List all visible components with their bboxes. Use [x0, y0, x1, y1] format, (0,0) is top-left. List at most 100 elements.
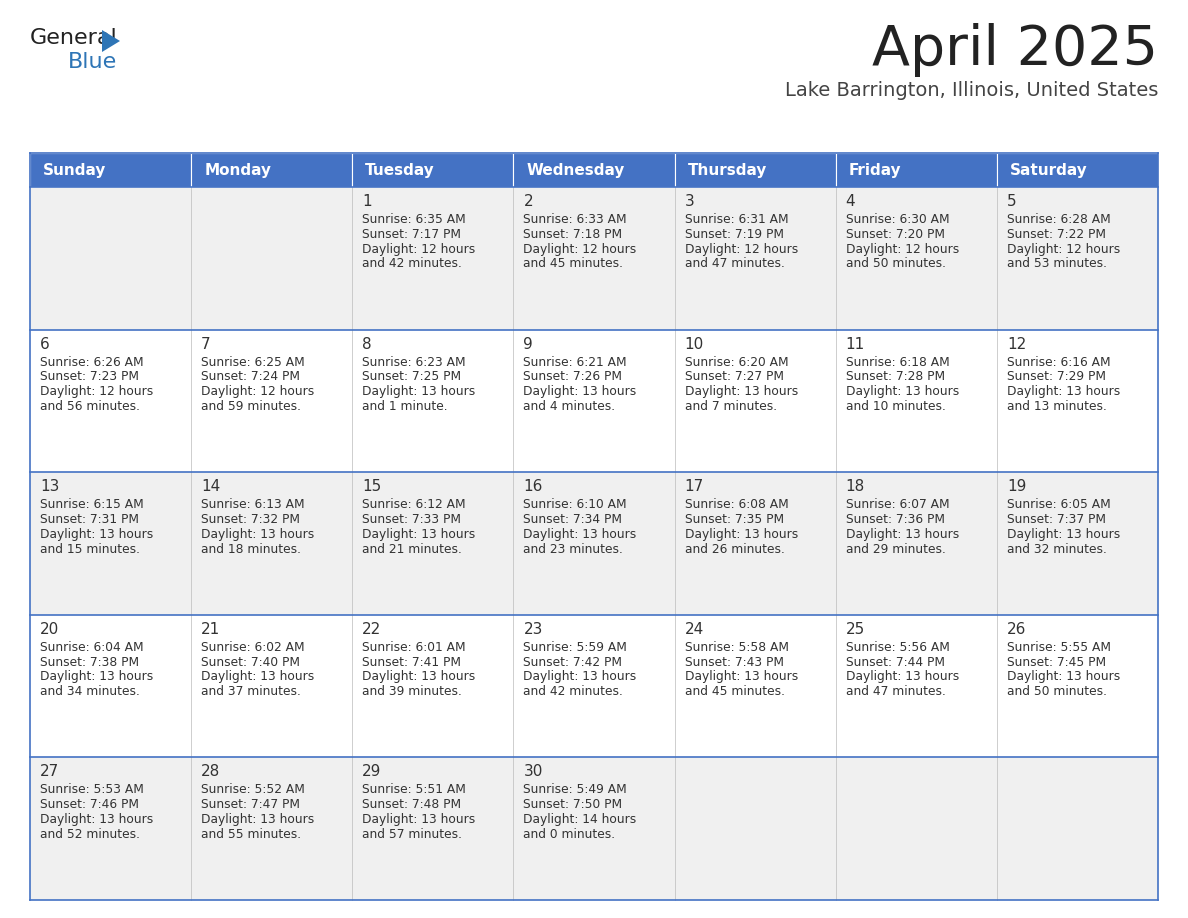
Text: and 55 minutes.: and 55 minutes.	[201, 828, 302, 841]
Text: Sunrise: 6:12 AM: Sunrise: 6:12 AM	[362, 498, 466, 511]
Text: Sunset: 7:37 PM: Sunset: 7:37 PM	[1007, 513, 1106, 526]
Text: Sunset: 7:36 PM: Sunset: 7:36 PM	[846, 513, 944, 526]
Text: Sunrise: 5:52 AM: Sunrise: 5:52 AM	[201, 783, 305, 797]
Text: and 4 minutes.: and 4 minutes.	[524, 400, 615, 413]
Text: and 18 minutes.: and 18 minutes.	[201, 543, 301, 555]
Text: Daylight: 13 hours: Daylight: 13 hours	[524, 386, 637, 398]
Text: 17: 17	[684, 479, 703, 494]
Text: Daylight: 12 hours: Daylight: 12 hours	[684, 242, 798, 255]
Text: and 50 minutes.: and 50 minutes.	[1007, 685, 1107, 699]
Text: and 29 minutes.: and 29 minutes.	[846, 543, 946, 555]
Text: Sunset: 7:45 PM: Sunset: 7:45 PM	[1007, 655, 1106, 668]
Text: Sunset: 7:35 PM: Sunset: 7:35 PM	[684, 513, 784, 526]
Text: 2: 2	[524, 194, 533, 209]
Text: Sunrise: 5:58 AM: Sunrise: 5:58 AM	[684, 641, 789, 654]
Text: 4: 4	[846, 194, 855, 209]
Bar	[30, 472, 191, 615]
Bar	[30, 757, 191, 900]
Text: Blue: Blue	[68, 52, 118, 72]
Text: and 1 minute.: and 1 minute.	[362, 400, 448, 413]
Text: Sunset: 7:24 PM: Sunset: 7:24 PM	[201, 370, 301, 384]
Bar	[191, 153, 353, 187]
Text: Sunrise: 5:49 AM: Sunrise: 5:49 AM	[524, 783, 627, 797]
Bar	[191, 472, 353, 615]
Text: 14: 14	[201, 479, 221, 494]
Bar	[30, 330, 191, 472]
Text: Daylight: 13 hours: Daylight: 13 hours	[362, 670, 475, 683]
Text: Daylight: 14 hours: Daylight: 14 hours	[524, 813, 637, 826]
Text: 30: 30	[524, 765, 543, 779]
Text: Sunrise: 5:51 AM: Sunrise: 5:51 AM	[362, 783, 466, 797]
Text: Sunrise: 6:05 AM: Sunrise: 6:05 AM	[1007, 498, 1111, 511]
Bar	[675, 153, 835, 187]
Text: Sunset: 7:27 PM: Sunset: 7:27 PM	[684, 370, 784, 384]
Text: and 10 minutes.: and 10 minutes.	[846, 400, 946, 413]
Text: Sunrise: 5:59 AM: Sunrise: 5:59 AM	[524, 641, 627, 654]
Text: Daylight: 13 hours: Daylight: 13 hours	[524, 528, 637, 541]
Text: Sunrise: 6:18 AM: Sunrise: 6:18 AM	[846, 355, 949, 369]
Text: Monday: Monday	[204, 162, 271, 177]
Text: Sunset: 7:22 PM: Sunset: 7:22 PM	[1007, 228, 1106, 241]
Bar	[835, 757, 997, 900]
Text: Sunset: 7:42 PM: Sunset: 7:42 PM	[524, 655, 623, 668]
Text: Daylight: 12 hours: Daylight: 12 hours	[40, 386, 153, 398]
Text: Daylight: 13 hours: Daylight: 13 hours	[1007, 386, 1120, 398]
Text: and 45 minutes.: and 45 minutes.	[524, 257, 624, 271]
Text: 8: 8	[362, 337, 372, 352]
Text: Sunset: 7:44 PM: Sunset: 7:44 PM	[846, 655, 944, 668]
Text: Saturday: Saturday	[1010, 162, 1087, 177]
Text: Sunset: 7:43 PM: Sunset: 7:43 PM	[684, 655, 784, 668]
Text: Sunrise: 6:31 AM: Sunrise: 6:31 AM	[684, 213, 788, 226]
Bar	[353, 187, 513, 330]
Text: Daylight: 13 hours: Daylight: 13 hours	[846, 670, 959, 683]
Bar	[513, 153, 675, 187]
Text: and 39 minutes.: and 39 minutes.	[362, 685, 462, 699]
Text: Daylight: 13 hours: Daylight: 13 hours	[1007, 670, 1120, 683]
Bar	[835, 615, 997, 757]
Bar	[513, 187, 675, 330]
Text: Daylight: 13 hours: Daylight: 13 hours	[201, 813, 315, 826]
Bar	[30, 615, 191, 757]
Text: and 26 minutes.: and 26 minutes.	[684, 543, 784, 555]
Bar	[835, 330, 997, 472]
Bar	[675, 615, 835, 757]
Text: Sunrise: 6:21 AM: Sunrise: 6:21 AM	[524, 355, 627, 369]
Text: Sunrise: 6:13 AM: Sunrise: 6:13 AM	[201, 498, 305, 511]
Text: 29: 29	[362, 765, 381, 779]
Bar	[997, 757, 1158, 900]
Text: Daylight: 12 hours: Daylight: 12 hours	[846, 242, 959, 255]
Text: and 52 minutes.: and 52 minutes.	[40, 828, 140, 841]
Text: and 23 minutes.: and 23 minutes.	[524, 543, 624, 555]
Text: Daylight: 13 hours: Daylight: 13 hours	[362, 813, 475, 826]
Text: 10: 10	[684, 337, 703, 352]
Bar	[513, 330, 675, 472]
Bar	[835, 472, 997, 615]
Bar	[675, 757, 835, 900]
Bar	[835, 153, 997, 187]
Bar	[191, 187, 353, 330]
Text: and 42 minutes.: and 42 minutes.	[524, 685, 624, 699]
Text: Daylight: 13 hours: Daylight: 13 hours	[40, 528, 153, 541]
Text: Daylight: 12 hours: Daylight: 12 hours	[201, 386, 315, 398]
Text: Wednesday: Wednesday	[526, 162, 625, 177]
Text: Sunrise: 6:02 AM: Sunrise: 6:02 AM	[201, 641, 305, 654]
Text: 9: 9	[524, 337, 533, 352]
Text: April 2025: April 2025	[872, 23, 1158, 77]
Text: Sunset: 7:18 PM: Sunset: 7:18 PM	[524, 228, 623, 241]
Text: Friday: Friday	[848, 162, 902, 177]
Text: 22: 22	[362, 621, 381, 637]
Text: and 56 minutes.: and 56 minutes.	[40, 400, 140, 413]
Bar	[513, 757, 675, 900]
Text: Sunset: 7:20 PM: Sunset: 7:20 PM	[846, 228, 944, 241]
Text: Daylight: 13 hours: Daylight: 13 hours	[201, 528, 315, 541]
Text: Sunset: 7:50 PM: Sunset: 7:50 PM	[524, 798, 623, 812]
Text: 1: 1	[362, 194, 372, 209]
Text: and 34 minutes.: and 34 minutes.	[40, 685, 140, 699]
Text: Sunset: 7:32 PM: Sunset: 7:32 PM	[201, 513, 301, 526]
Text: Thursday: Thursday	[688, 162, 767, 177]
Text: Sunrise: 6:10 AM: Sunrise: 6:10 AM	[524, 498, 627, 511]
Text: Tuesday: Tuesday	[365, 162, 435, 177]
Text: Sunrise: 6:33 AM: Sunrise: 6:33 AM	[524, 213, 627, 226]
Text: and 42 minutes.: and 42 minutes.	[362, 257, 462, 271]
Text: 5: 5	[1007, 194, 1017, 209]
